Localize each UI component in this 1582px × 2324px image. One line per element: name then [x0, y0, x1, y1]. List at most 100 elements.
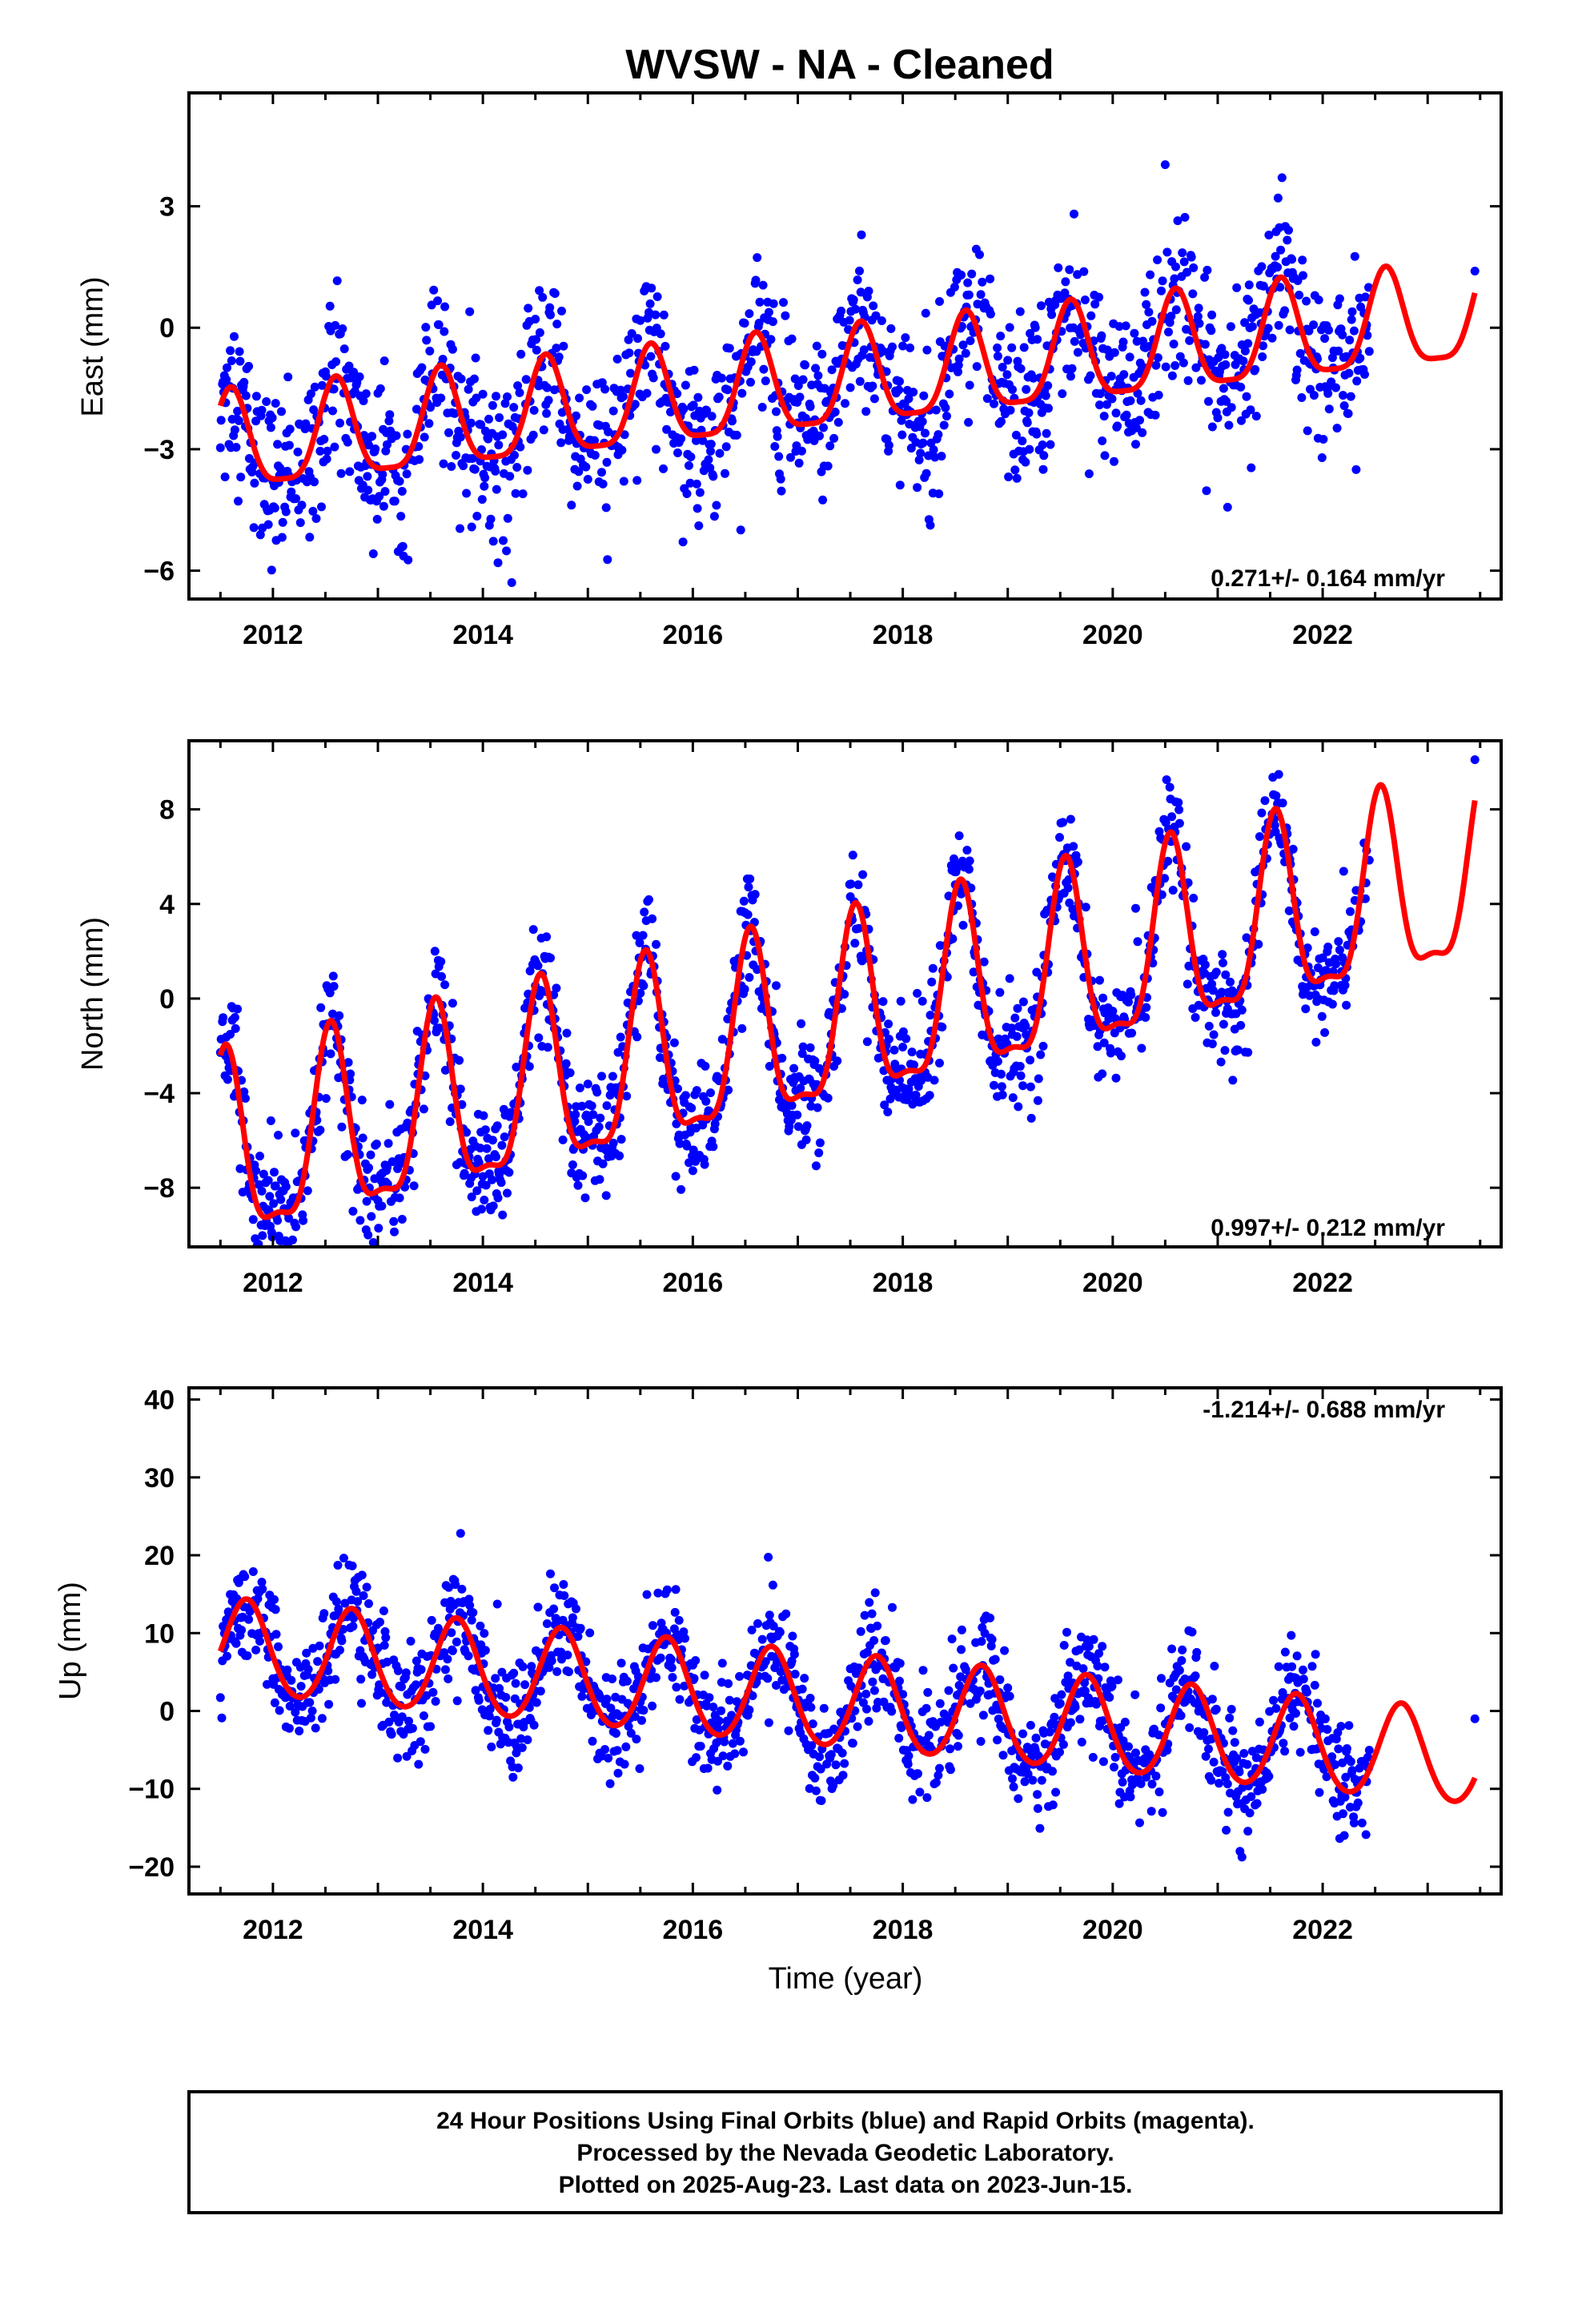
north-data-point: [488, 1136, 497, 1145]
north-data-point: [969, 967, 978, 977]
east-data-point: [222, 375, 231, 384]
north-data-point: [303, 1186, 312, 1196]
east-data-point: [450, 408, 460, 418]
east-data-point: [803, 435, 813, 444]
east-data-point: [328, 406, 337, 416]
east-data-point: [661, 341, 670, 351]
up-data-point: [393, 1753, 403, 1763]
east-data-point: [1287, 255, 1297, 264]
east-data-point: [1320, 334, 1330, 344]
up-data-point: [508, 1772, 518, 1782]
up-data-point: [444, 1674, 453, 1683]
east-data-point: [516, 349, 526, 359]
x-axis-label: Time (year): [769, 1962, 923, 1996]
up-data-point: [717, 1659, 727, 1668]
east-data-point: [1122, 410, 1131, 420]
east-data-point: [1277, 173, 1287, 183]
up-data-point: [1327, 1752, 1337, 1762]
north-data-point: [570, 1116, 580, 1126]
up-y-axis-label: Up (mm): [54, 1582, 87, 1700]
up-data-point: [433, 1623, 443, 1633]
up-panel: Up (mm) -1.214+/- 0.688 mm/yr Time (year…: [54, 1385, 1503, 1996]
east-data-point: [997, 416, 1006, 426]
east-data-point: [459, 461, 468, 471]
north-data-point: [1331, 959, 1340, 969]
up-data-point: [656, 1653, 665, 1663]
east-data-point: [293, 447, 303, 456]
up-data-point: [903, 1759, 913, 1769]
up-data-point: [949, 1663, 958, 1673]
up-data-point: [788, 1631, 797, 1641]
east-data-point: [1041, 391, 1050, 400]
north-data-point: [787, 1101, 797, 1110]
east-data-point: [1223, 502, 1232, 512]
east-data-point: [1259, 341, 1267, 351]
up-data-point: [1055, 1747, 1064, 1757]
east-data-point: [319, 435, 329, 444]
east-data-point: [216, 416, 226, 425]
east-data-point: [1022, 384, 1031, 394]
up-data-point: [419, 1711, 428, 1720]
north-data-point: [343, 1058, 353, 1068]
east-data-point: [677, 434, 686, 444]
east-data-point: [916, 448, 926, 458]
east-data-point: [1284, 226, 1293, 235]
north-data-point: [789, 1063, 799, 1073]
up-data-point: [723, 1761, 733, 1771]
up-data-point: [1018, 1729, 1028, 1739]
east-data-point: [440, 327, 449, 336]
up-data-point: [867, 1609, 877, 1618]
up-data-point: [1235, 1767, 1244, 1777]
north-data-point: [492, 1152, 500, 1162]
up-data-point: [635, 1764, 644, 1773]
up-data-point: [1285, 1713, 1295, 1723]
north-data-point: [648, 914, 657, 923]
up-data-point: [1347, 1766, 1357, 1775]
north-data-point: [326, 1049, 335, 1059]
east-data-point: [1080, 296, 1090, 304]
east-data-point: [480, 481, 489, 491]
up-data-point: [624, 1722, 633, 1731]
east-data-point: [1144, 308, 1154, 317]
east-data-point: [1138, 428, 1147, 437]
north-data-point: [271, 1181, 280, 1191]
east-data-point: [855, 376, 865, 386]
east-data-point: [263, 520, 273, 529]
east-data-point: [1100, 451, 1110, 460]
east-data-point: [364, 440, 373, 450]
north-data-point: [575, 1084, 584, 1092]
east-data-point: [472, 393, 481, 403]
north-data-point: [584, 1117, 593, 1126]
east-data-point: [1295, 348, 1305, 358]
east-data-point: [308, 506, 318, 516]
up-data-point: [621, 1742, 631, 1751]
east-data-point: [1247, 463, 1256, 472]
up-data-point: [980, 1629, 990, 1638]
up-data-point: [957, 1645, 966, 1655]
north-data-point: [1081, 903, 1090, 912]
up-data-point: [639, 1706, 648, 1715]
east-data-point: [715, 448, 725, 458]
north-data-point: [979, 957, 989, 967]
east-data-point: [817, 349, 827, 359]
east-data-point: [397, 487, 407, 496]
east-data-point: [1150, 410, 1160, 420]
north-panel: North (mm) 0.997+/- 0.212 mm/yr 2012 2014…: [76, 739, 1503, 1298]
east-data-point: [1226, 322, 1235, 332]
east-data-point: [1324, 404, 1334, 414]
east-data-point: [1335, 294, 1344, 304]
east-panel: East (mm) 0.271+/- 0.164 mm/yr 2012 2014 2…: [76, 91, 1503, 650]
east-data-point: [426, 403, 436, 412]
north-data-point: [913, 988, 922, 998]
up-data-point: [1185, 1723, 1195, 1732]
north-last-data-point: [1470, 755, 1480, 765]
east-data-point: [535, 286, 544, 296]
north-data-point: [363, 1230, 373, 1240]
north-y-tick-label: −8: [143, 1173, 175, 1204]
north-data-point: [701, 1096, 711, 1106]
east-data-point: [813, 371, 823, 380]
up-data-point: [990, 1655, 1000, 1664]
east-data-point: [403, 429, 412, 439]
up-data-point: [936, 1717, 946, 1727]
east-data-point: [600, 384, 610, 394]
